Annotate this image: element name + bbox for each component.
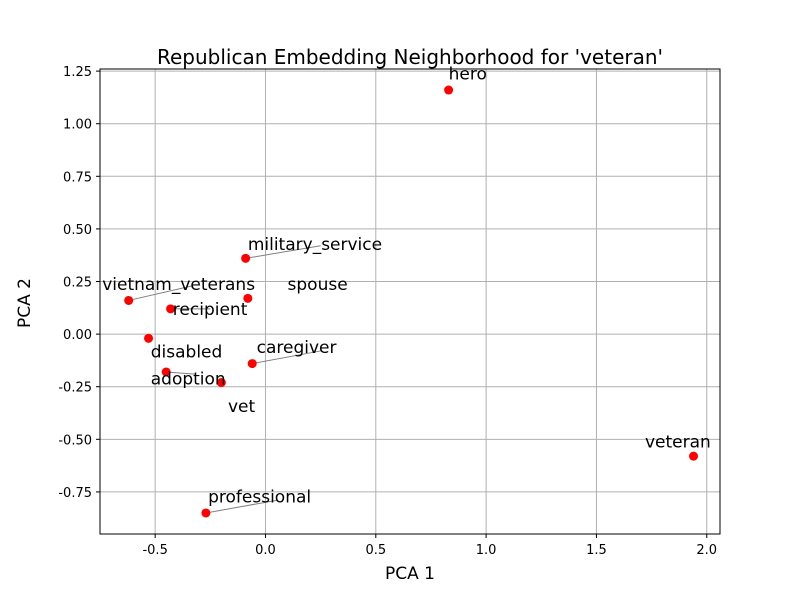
point-label: recipient (173, 300, 248, 320)
data-point (247, 359, 257, 369)
point-label: spouse (288, 275, 348, 295)
y-tick-label: 0.75 (63, 170, 92, 185)
leader-line (166, 371, 195, 375)
x-axis-label: PCA 1 (385, 564, 435, 584)
point-label: vet (228, 397, 256, 417)
plot-frame (99, 68, 721, 535)
point-label: military_service (248, 235, 382, 255)
leader-line (128, 285, 193, 301)
data-point (243, 293, 253, 303)
y-axis-ticks: -0.75 -0.50 -0.25 0.00 0.25 0.50 0.75 1.00 1.25 (58, 65, 100, 501)
x-tick-label: -0.5 (142, 543, 167, 558)
x-tick-label: 2.0 (696, 543, 717, 558)
point-label: disabled (151, 342, 223, 362)
x-tick-label: 0.0 (255, 543, 276, 558)
y-tick-label: 0.50 (63, 223, 92, 238)
point-label: hero (449, 65, 487, 85)
y-tick-label: 1.25 (63, 65, 92, 80)
y-tick-label: 1.00 (63, 118, 92, 133)
y-tick-label: 0.00 (63, 328, 92, 343)
point-label: vietnam_veterans (102, 275, 255, 295)
chart-title: Republican Embedding Neighborhood for 'v… (157, 45, 663, 69)
y-tick-label: -0.25 (58, 381, 92, 396)
point-label: caregiver (257, 338, 337, 358)
grid (100, 69, 720, 534)
x-tick-label: 1.0 (476, 543, 497, 558)
point-label: professional (208, 487, 311, 507)
data-point (124, 295, 134, 305)
y-tick-label: -0.50 (58, 433, 92, 448)
data-point (166, 304, 176, 314)
x-axis-ticks: -0.5 0.0 0.5 1.0 1.5 2.0 (142, 534, 717, 558)
point-label: adoption (151, 370, 226, 390)
data-point (241, 253, 251, 263)
leader-line (252, 350, 321, 365)
x-tick-label: 0.5 (365, 543, 386, 558)
y-tick-label: -0.75 (58, 486, 92, 501)
y-axis-label: PCA 2 (15, 278, 35, 328)
point-labels: hero military_service vietnam_veterans spou… (102, 65, 711, 508)
data-point (144, 333, 154, 343)
leader-line (205, 499, 277, 514)
x-tick-label: 1.5 (586, 543, 607, 558)
leader-lines (128, 245, 321, 514)
data-point (689, 451, 699, 461)
data-points (124, 85, 699, 518)
data-point (201, 508, 211, 518)
data-point (161, 367, 171, 377)
data-point (216, 378, 226, 388)
leader-line (245, 245, 321, 259)
point-label: veteran (645, 433, 711, 453)
data-point (444, 85, 454, 95)
y-tick-label: 0.25 (63, 276, 92, 291)
